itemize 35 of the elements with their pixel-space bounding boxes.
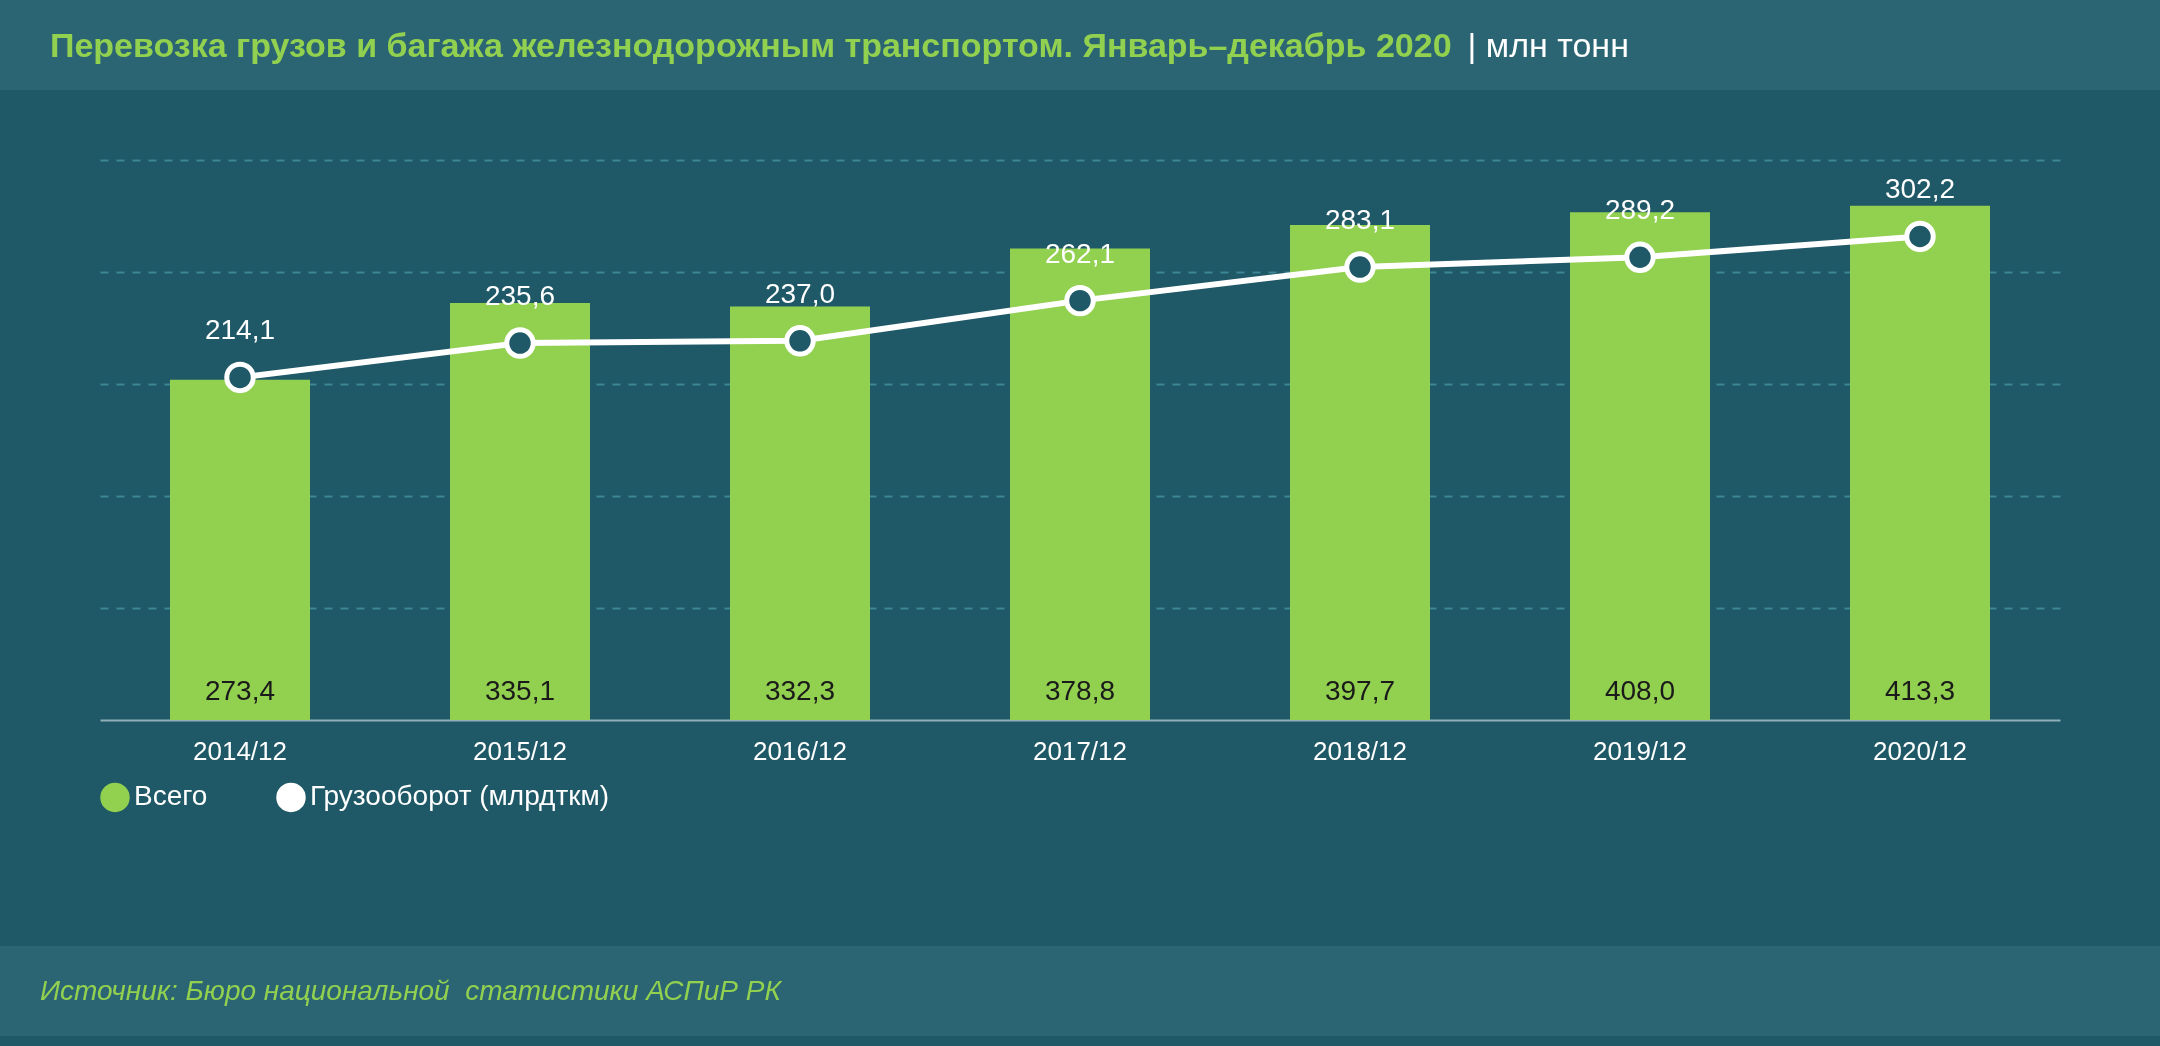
data-label: 283,1	[1324, 204, 1396, 236]
point	[224, 361, 256, 394]
data-label: 413,3	[1884, 675, 1956, 706]
x-tick-label: 2018/12	[1313, 735, 1407, 766]
data-label: 408,0	[1604, 675, 1676, 706]
legend-label: Грузооборот (млрдткм)	[310, 780, 610, 812]
data-label: 273,4	[204, 675, 276, 706]
legend-label: Всего	[134, 780, 208, 812]
data-label: 335,1	[484, 675, 556, 706]
x-tick-label: 2016/12	[753, 735, 847, 766]
text: Источник: Бюро национальной статистики АСПиР РК	[0, 946, 2160, 1036]
chart-subtitle: | млн тонн	[1467, 25, 1629, 65]
bar	[730, 306, 870, 720]
data-label: 378,8	[1044, 675, 1116, 706]
chart-title: Перевозка грузов и багажа железнодорожным транспортом. Январь–декабрь 2020	[50, 25, 1452, 65]
x-tick-label: 2019/12	[1593, 735, 1687, 766]
point	[1064, 284, 1096, 317]
x-tick-label: 2014/12	[193, 735, 287, 766]
data-label: 237,0	[764, 277, 836, 309]
data-label: 397,7	[1324, 675, 1396, 706]
x-tick-label: 2015/12	[473, 735, 567, 766]
data-label: 332,3	[764, 675, 836, 706]
point	[1624, 241, 1656, 273]
data-label: 235,6	[484, 280, 556, 312]
point	[1344, 251, 1376, 283]
x-tick-label: 2017/12	[1033, 735, 1127, 766]
x-tick-label: 2020/12	[1873, 735, 1967, 766]
bar	[1850, 205, 1990, 720]
bar	[170, 379, 310, 720]
data-label: 289,2	[1604, 194, 1676, 226]
data-label: 302,2	[1884, 173, 1956, 205]
point	[784, 325, 816, 357]
data-label: 214,1	[204, 314, 276, 346]
point	[1904, 220, 1936, 253]
point	[504, 327, 536, 359]
